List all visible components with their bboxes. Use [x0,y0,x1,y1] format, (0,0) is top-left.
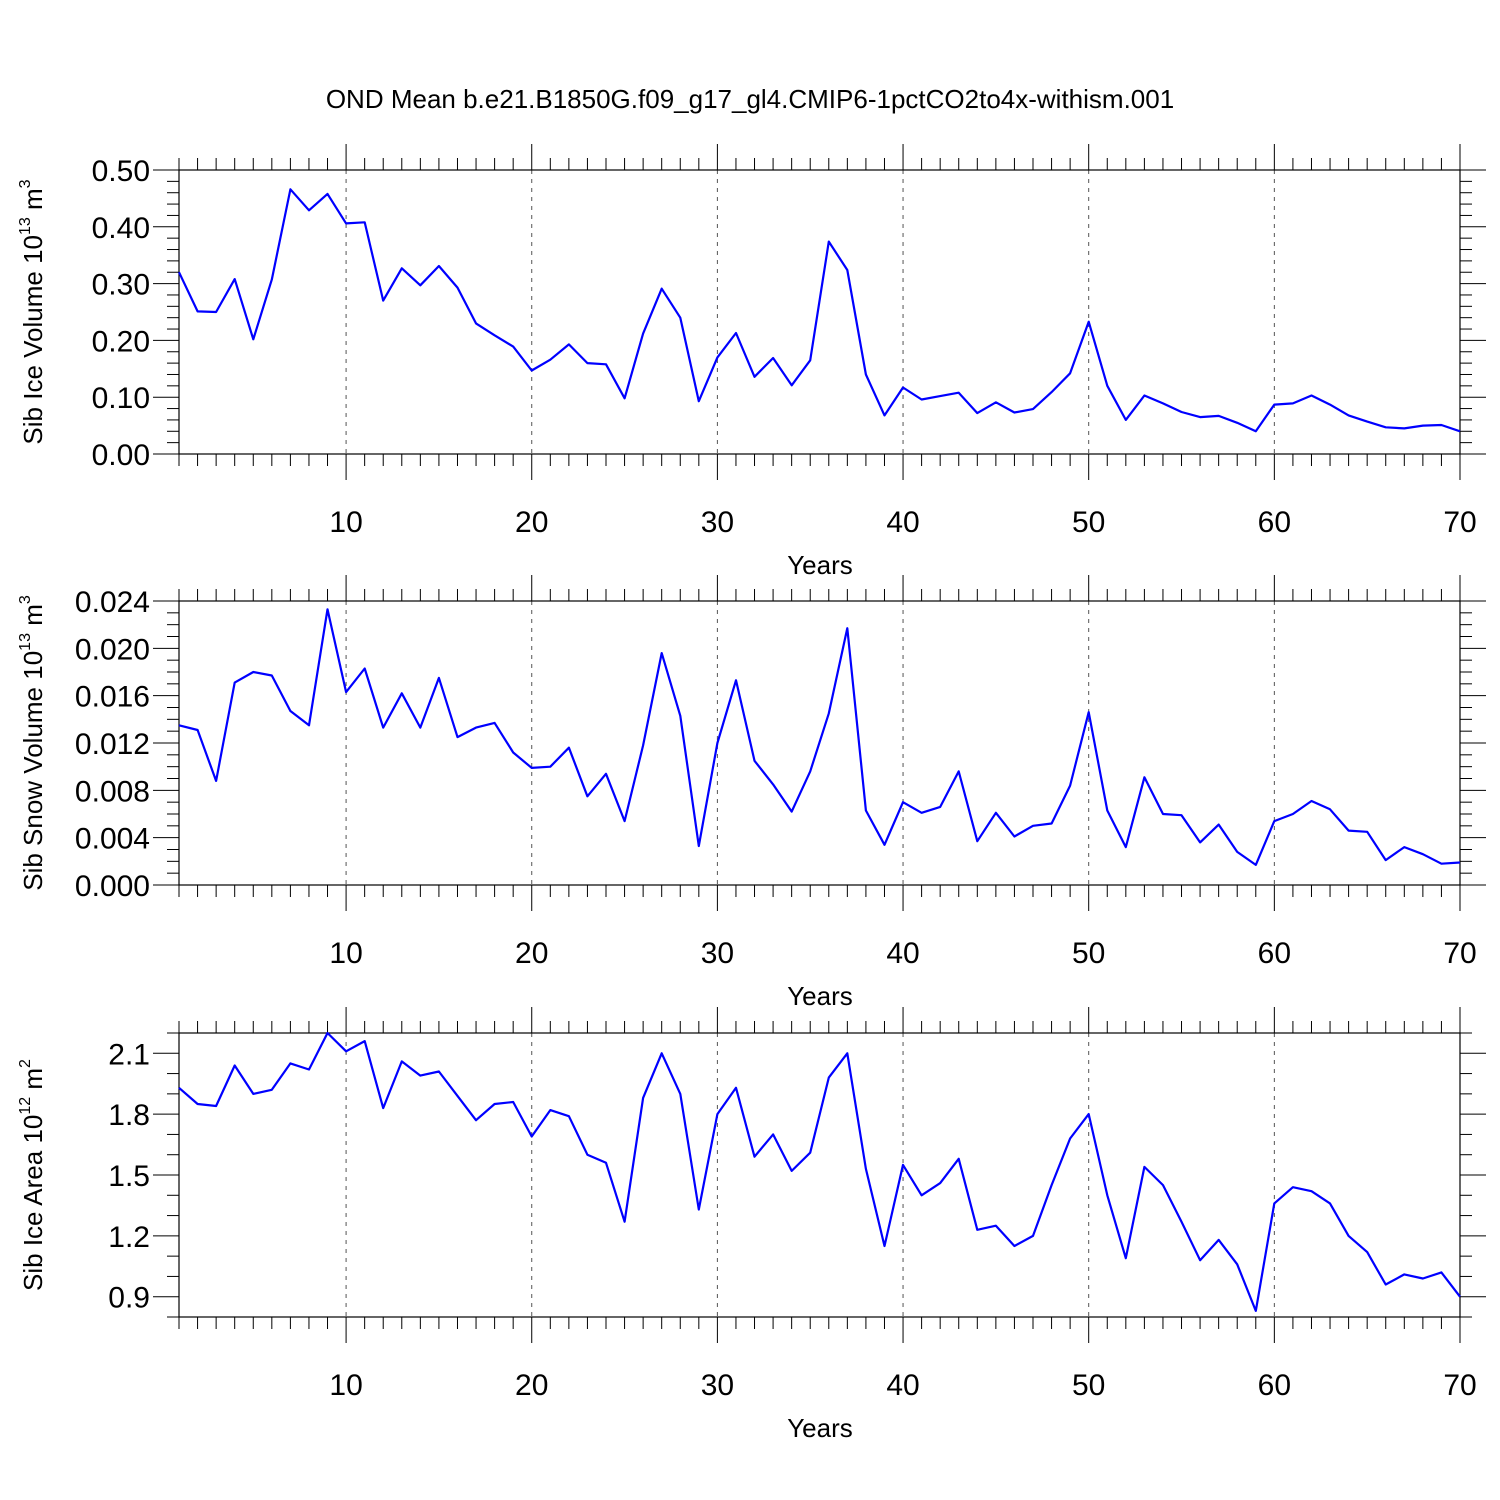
x-tick-label: 70 [1443,1369,1476,1402]
y-tick-label: 0.024 [75,586,150,619]
x-tick-label: 60 [1258,937,1291,970]
x-tick-label: 10 [329,506,362,539]
x-tick-label: 60 [1258,1369,1291,1402]
y-tick-label: 0.10 [92,382,150,415]
y-axis-label: Sib Ice Area 1012 m2 [17,1059,48,1291]
x-tick-label: 60 [1258,506,1291,539]
series-line [178,188,1461,433]
y-tick-label: 1.2 [108,1221,150,1254]
panel-3: 10 20 30 40 50 60 70 0.9 1.2 1.5 1.8 2.1 Years Sib Ic… [17,1007,1486,1443]
x-tick-label: 50 [1072,506,1105,539]
x-axis-label: Years [787,550,853,580]
y-tick-label: 0.000 [75,870,150,903]
y-tick-label: 0.50 [92,155,150,188]
y-axis-label: Sib Ice Volume 1013 m3 [17,179,48,444]
series-line [178,1031,1461,1313]
figure-title: OND Mean b.e21.B1850G.f09_g17_gl4.CMIP6-… [326,84,1174,114]
x-tick-label: 30 [701,937,734,970]
plot-frame [178,169,1461,455]
y-tick-label: 0.008 [75,775,150,808]
y-tick-label: 2.1 [108,1038,150,1071]
x-tick-label: 30 [701,506,734,539]
x-tick-label: 70 [1443,937,1476,970]
y-tick-label: 0.012 [75,728,150,761]
x-tick-label: 40 [886,506,919,539]
x-tick-label: 10 [329,1369,362,1402]
y-tick-label: 0.004 [75,823,150,856]
x-tick-label: 10 [329,937,362,970]
x-tick-label: 20 [515,1369,548,1402]
y-tick-label: 0.20 [92,325,150,358]
x-tick-label: 20 [515,937,548,970]
x-tick-label: 40 [886,1369,919,1402]
x-tick-label: 70 [1443,506,1476,539]
plot-frame [178,1032,1461,1318]
y-tick-label: 0.30 [92,269,150,302]
x-tick-label: 50 [1072,1369,1105,1402]
y-tick-label: 0.00 [92,439,150,472]
series-line [178,608,1461,867]
x-axis-label: Years [787,981,853,1011]
y-tick-label: 1.5 [108,1160,150,1193]
panel-2: 10 20 30 40 50 60 70 0.000 0.004 0.008 0.012 0.016 0… [17,575,1486,1011]
x-tick-label: 40 [886,937,919,970]
x-tick-label: 20 [515,506,548,539]
y-tick-label: 0.9 [108,1282,150,1315]
y-tick-label: 0.016 [75,681,150,714]
y-tick-label: 0.40 [92,212,150,245]
x-tick-label: 30 [701,1369,734,1402]
y-tick-label: 1.8 [108,1099,150,1132]
y-axis-label: Sib Snow Volume 1013 m3 [17,595,48,891]
x-axis-label: Years [787,1413,853,1443]
y-tick-label: 0.020 [75,633,150,666]
panel-1: 10 20 30 40 50 60 70 0.00 0.10 0.20 0.30 0.40 0.50 Ye… [17,144,1486,580]
x-tick-label: 50 [1072,937,1105,970]
